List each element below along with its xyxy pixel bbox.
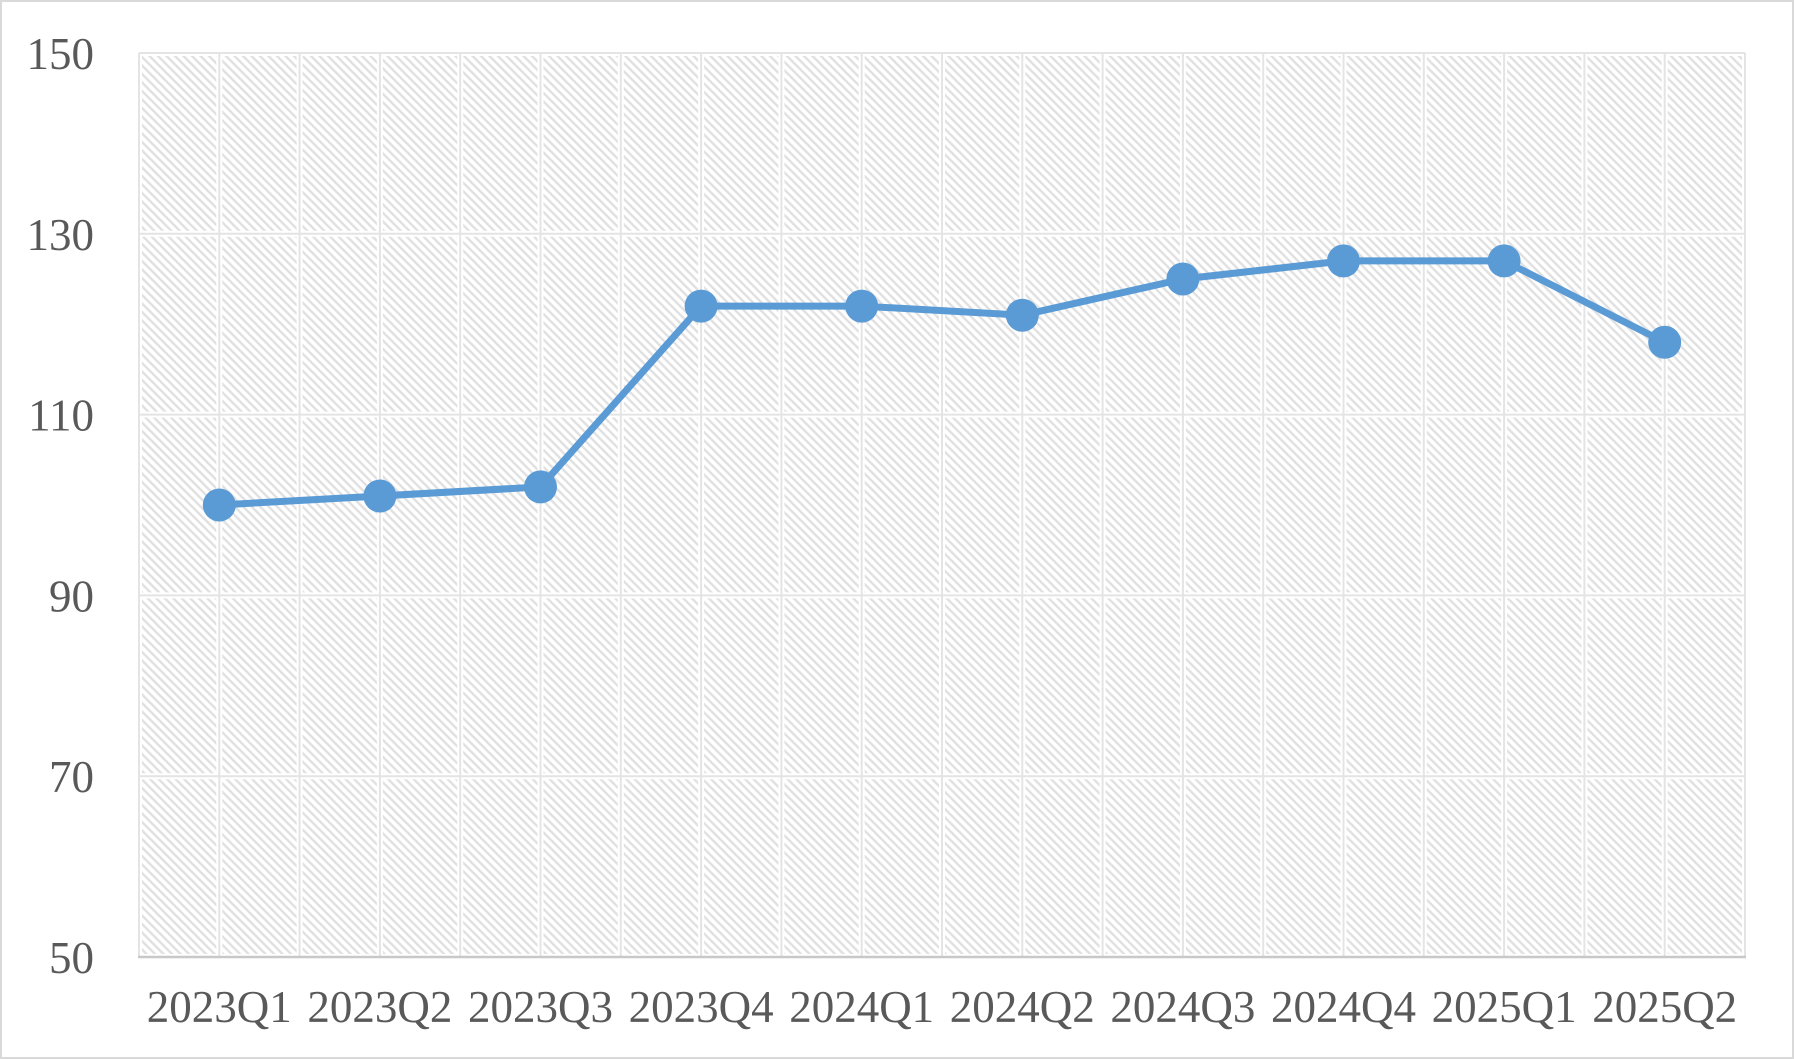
- y-tick-label: 70: [49, 752, 94, 802]
- x-tick-label: 2024Q1: [789, 982, 934, 1032]
- data-point-marker: [1648, 325, 1682, 359]
- y-tick-label: 50: [49, 933, 94, 983]
- data-point-marker: [1005, 298, 1039, 332]
- x-tick-label: 2025Q1: [1432, 982, 1577, 1032]
- data-point-marker: [1487, 244, 1521, 278]
- data-point-marker: [845, 289, 879, 323]
- data-point-marker: [684, 289, 718, 323]
- data-point-marker: [202, 488, 236, 522]
- data-point-marker: [1166, 262, 1200, 296]
- y-tick-label: 130: [27, 210, 95, 260]
- y-tick-label: 150: [27, 29, 95, 79]
- data-point-marker: [524, 470, 557, 504]
- y-tick-label: 110: [28, 391, 94, 441]
- x-tick-label: 2023Q2: [307, 982, 452, 1032]
- data-point-marker: [1327, 244, 1360, 278]
- x-tick-label: 2024Q2: [950, 982, 1095, 1032]
- series-line: [215, 257, 1669, 509]
- x-tick-label: 2024Q4: [1271, 982, 1416, 1032]
- data-point-marker: [363, 479, 397, 513]
- x-tick-label: 2023Q1: [147, 982, 292, 1032]
- x-tick-label: 2023Q4: [629, 982, 774, 1032]
- y-tick-label: 90: [49, 571, 94, 621]
- x-tick-label: 2024Q3: [1110, 982, 1255, 1032]
- x-tick-label: 2023Q3: [468, 982, 613, 1032]
- x-tick-label: 2025Q2: [1592, 982, 1737, 1032]
